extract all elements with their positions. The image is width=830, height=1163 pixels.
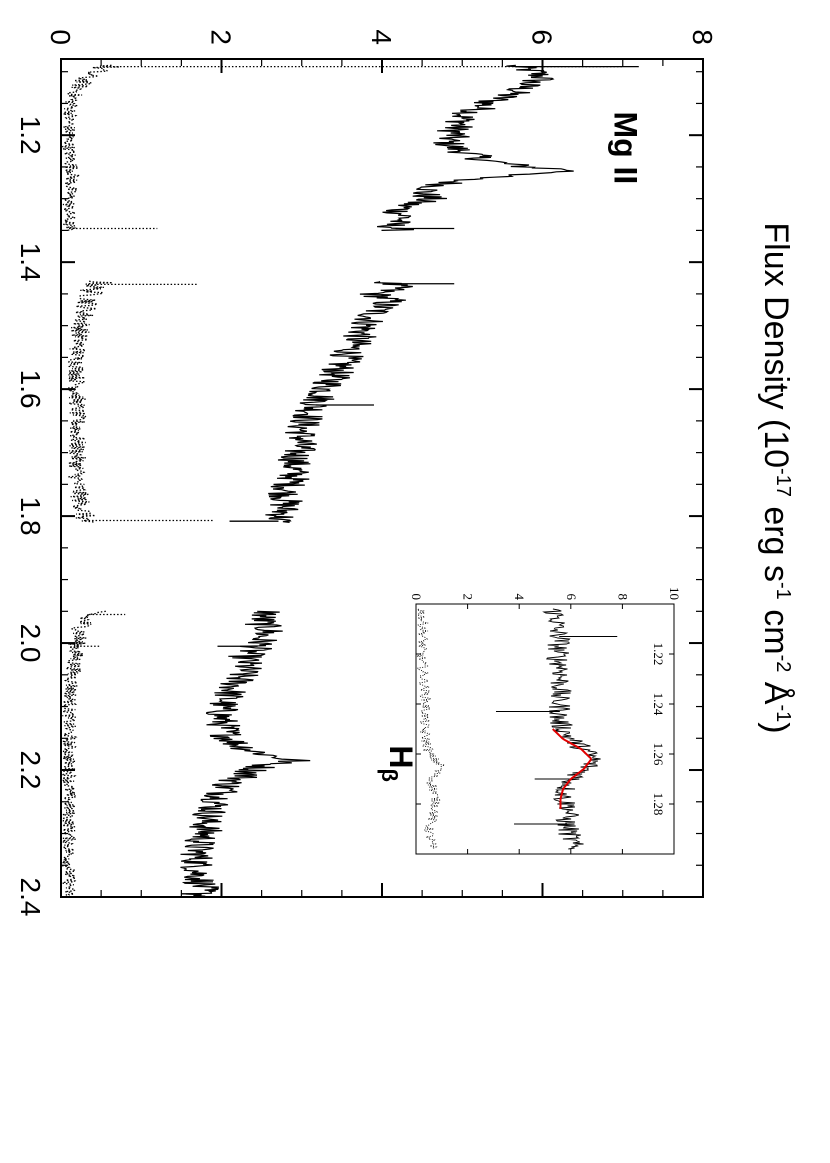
annotation-2: Hβ xyxy=(377,745,419,782)
y-tick-label: 2 xyxy=(206,29,237,45)
x-tick-label: 1.4 xyxy=(15,243,46,282)
y-tick-label: 6 xyxy=(527,29,558,45)
inset-x-tick-label: 1.22 xyxy=(651,643,666,666)
x-tick-label: 2.0 xyxy=(15,624,46,663)
flux-spectrum-segment-3 xyxy=(180,610,311,898)
flux-spectrum-segment-1 xyxy=(377,64,574,231)
inset-y-tick-label: 0 xyxy=(409,594,424,601)
y-tick-label: 8 xyxy=(687,29,718,45)
inset-gaussian-fit xyxy=(552,728,592,809)
inset-y-tick-label: 2 xyxy=(461,594,476,601)
inset-y-tick-label: 10 xyxy=(667,587,682,600)
solid-series-layer xyxy=(180,64,639,898)
main-plot: 1.22 1.24 1.26 1.28 0 2 4 6 8 10 1.2 1.4 1.6 1.8 2.0 2… xyxy=(15,29,795,917)
inset-y-tick-label: 6 xyxy=(564,594,579,601)
inset-x-tick-label: 1.26 xyxy=(651,743,666,766)
inset-y-tick-label: 8 xyxy=(615,594,630,601)
noise-spectrum-segment-3 xyxy=(59,610,106,898)
flux-spectrum-segment-2 xyxy=(265,280,413,523)
tick-marks xyxy=(60,59,704,898)
inset-x-tick-label: 1.28 xyxy=(651,793,666,816)
inset-plot: 1.22 1.24 1.26 1.28 0 2 4 6 8 10 xyxy=(409,587,682,855)
inset-flux-spectrum xyxy=(542,608,601,850)
x-tick-label: 1.6 xyxy=(15,370,46,409)
noise-spectrum-segment-1 xyxy=(61,64,120,232)
x-tick-label: 1.2 xyxy=(15,116,46,155)
inset-y-tick-label: 4 xyxy=(512,594,527,601)
annotation-1: Mg II xyxy=(608,111,644,184)
x-tick-label: 1.8 xyxy=(15,497,46,536)
y-axis-title: Flux Density (10-17 erg s-1 cm-2 Å-1) xyxy=(757,222,795,733)
inset-tick-marks xyxy=(415,604,675,854)
inset-frame xyxy=(415,603,675,855)
y-tick-label: 0 xyxy=(45,29,76,45)
x-tick-label: 2.4 xyxy=(15,878,46,917)
x-tick-label: 2.2 xyxy=(15,751,46,790)
y-tick-label: 4 xyxy=(366,29,397,45)
inset-series-layer xyxy=(416,608,618,850)
inset-x-tick-label: 1.24 xyxy=(651,693,666,716)
